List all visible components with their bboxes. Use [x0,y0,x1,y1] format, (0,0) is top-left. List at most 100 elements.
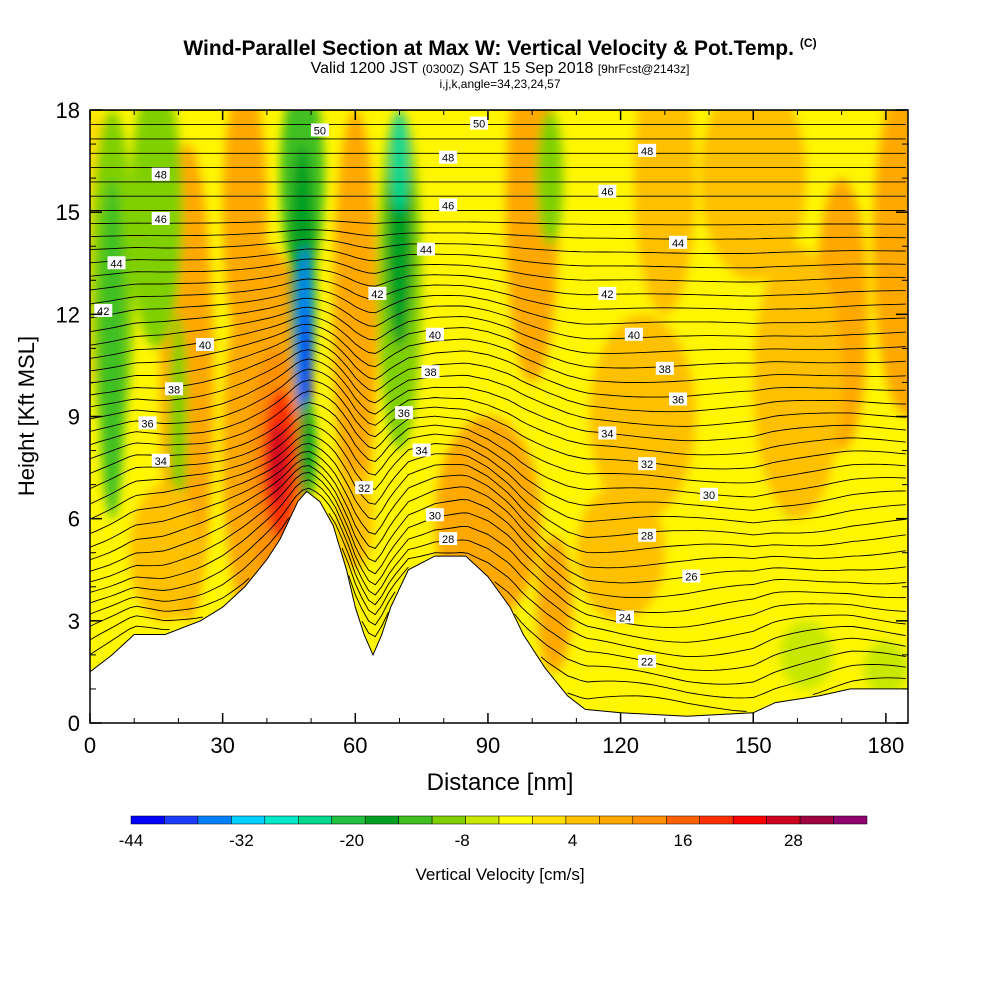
velocity-cell [700,110,807,281]
theta-contour [90,458,906,584]
theta-contour [90,219,906,226]
contour-label-box [598,426,617,440]
velocity-cell [863,641,908,696]
contour-label: 38 [165,382,184,396]
theta-contour [494,581,906,671]
theta-contour [328,513,906,658]
theta-contour [90,315,906,369]
theta-contour [90,402,906,498]
theta-contour [90,349,906,427]
x-tick-label: 90 [476,733,500,758]
contour-label-box [470,116,489,130]
colorbar-swatch [498,815,533,825]
theta-contour [90,323,906,383]
x-tick-label: 180 [868,733,905,758]
theta-contour [90,288,906,325]
contour-label-text: 36 [141,418,153,430]
y-tick-label: 12 [56,302,80,327]
contour-label-box [151,453,170,467]
theta-contour [514,613,906,685]
colorbar-swatch [164,815,199,825]
contour-label-text: 44 [420,245,432,257]
velocity-cell [386,144,413,349]
colorbar-swatch [130,815,165,825]
contour-label-box [638,143,657,157]
contour-label-box [439,198,458,212]
velocity-cell [169,314,188,519]
contour-label-text: 38 [424,367,436,379]
contour-label-box [165,382,184,396]
colorbar-tick-label: 16 [674,831,693,850]
theta-contour [90,390,906,484]
contour-label-box [151,211,170,225]
contour-label-box [598,184,617,198]
contour-label-text: 38 [168,384,180,396]
contour-label: 48 [151,167,170,182]
contour-label-box [425,327,444,341]
contour-label-text: 24 [619,612,631,624]
contour-label-text: 46 [601,187,613,199]
contour-label: 30 [425,508,444,522]
contour-label-box [638,457,657,471]
contour-label: 46 [151,211,170,226]
velocity-cell [779,620,833,689]
contour-label: 28 [638,528,657,543]
contour-label: 26 [682,569,701,584]
contour-label: 40 [624,327,643,342]
colorbar-swatch [465,815,500,825]
y-tick-label: 0 [68,711,80,736]
x-tick-label: 150 [735,733,772,758]
theta-contour [90,577,250,627]
theta-contour [812,677,906,696]
contour-label-text: 42 [371,289,383,301]
x-tick-label: 120 [602,733,639,758]
contour-label-text: 44 [110,258,122,270]
y-axis-label: Height [Kft MSL] [14,336,39,496]
y-tick-label: 3 [68,609,80,634]
contour-label-box [151,167,170,181]
contour-label-box [394,406,413,420]
theta-contour [90,297,906,340]
contour-label: 34 [598,426,617,441]
y-tick-label: 15 [56,200,80,225]
theta-contour [90,306,906,354]
contour-label-text: 40 [429,330,441,342]
contour-label: 42 [598,286,617,301]
theta-contour [90,450,906,569]
colorbar-swatch [398,815,433,825]
contour-label: 44 [669,235,688,250]
contour-label-text: 46 [442,200,454,212]
contour-label-box [439,532,458,546]
copyright-mark: (C) [799,36,817,50]
contour-label-box [421,365,440,379]
velocity-cell [753,246,842,519]
colorbar-swatch [766,815,801,825]
contour-label-box [138,416,157,430]
contour-label-box [669,392,688,406]
colorbar-swatch [532,815,567,825]
theta-contour [90,340,906,413]
contour-label-box [624,327,643,341]
contour-label: 42 [368,286,387,301]
contour-label-text: 28 [641,531,653,543]
contour-label: 36 [138,416,157,430]
contour-label: 24 [616,610,635,624]
contour-label-box [412,443,431,457]
contour-label: 32 [638,457,657,471]
contour-label-text: 48 [442,153,454,165]
theta-contours [90,110,906,712]
contour-label-text: 28 [442,534,454,546]
y-tick-label: 9 [68,405,80,430]
velocity-cell [333,110,378,519]
contour-label: 40 [425,327,444,342]
contour-label: 44 [417,242,436,257]
contour-label-box [195,337,214,351]
theta-contour-labels: 50 50 48 48 48 46 46 46 44 44 44 42 42 42 40 40 40 38 38 38… [94,116,719,669]
contour-label-text: 30 [429,510,441,522]
contour-label-text: 34 [601,429,613,441]
theta-contour [90,278,906,311]
colorbar-swatch [264,815,299,825]
contour-label: 34 [151,453,170,468]
terrain [90,490,908,723]
contour-label-text: 32 [641,459,653,471]
